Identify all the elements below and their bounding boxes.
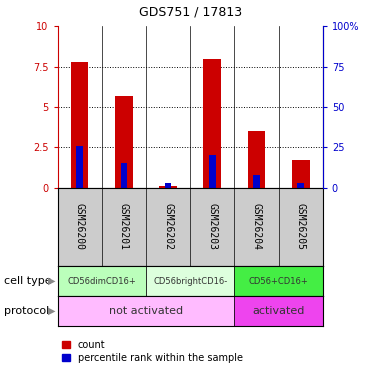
Bar	[76, 146, 83, 188]
Bar	[253, 175, 260, 188]
Bar	[234, 296, 323, 326]
Bar	[292, 160, 309, 188]
Bar	[71, 62, 88, 188]
Text: GDS751 / 17813: GDS751 / 17813	[139, 6, 242, 19]
Text: GSM26203: GSM26203	[207, 203, 217, 250]
Bar	[159, 186, 177, 188]
Text: GSM26204: GSM26204	[252, 203, 262, 250]
Bar	[203, 58, 221, 188]
Text: ▶: ▶	[48, 276, 56, 286]
Bar	[234, 266, 323, 296]
Bar	[209, 155, 216, 188]
Text: CD56+CD16+: CD56+CD16+	[249, 277, 308, 286]
Bar	[247, 131, 265, 188]
Text: GSM26202: GSM26202	[163, 203, 173, 250]
Text: not activated: not activated	[109, 306, 183, 316]
Bar	[58, 266, 146, 296]
Text: GSM26201: GSM26201	[119, 203, 129, 250]
Text: CD56brightCD16-: CD56brightCD16-	[153, 277, 227, 286]
Text: protocol: protocol	[4, 306, 49, 316]
Text: activated: activated	[252, 306, 305, 316]
Bar	[58, 296, 234, 326]
Text: ▶: ▶	[48, 306, 56, 316]
Bar	[146, 266, 234, 296]
Bar	[165, 183, 171, 188]
Legend: count, percentile rank within the sample: count, percentile rank within the sample	[62, 340, 243, 363]
Text: GSM26200: GSM26200	[75, 203, 85, 250]
Text: GSM26205: GSM26205	[296, 203, 306, 250]
Text: cell type: cell type	[4, 276, 51, 286]
Bar	[121, 164, 127, 188]
Bar	[115, 96, 133, 188]
Bar	[297, 183, 304, 188]
Text: CD56dimCD16+: CD56dimCD16+	[68, 277, 136, 286]
